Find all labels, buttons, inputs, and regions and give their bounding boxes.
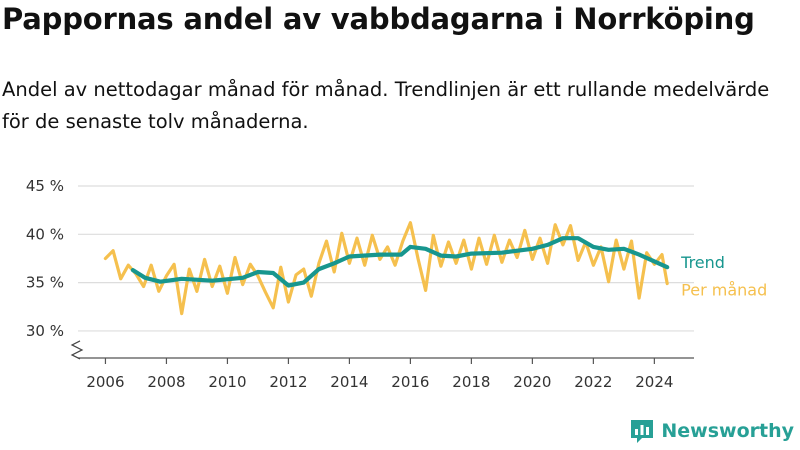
x-tick-label: 2010	[208, 373, 246, 391]
chart-title: Pappornas andel av vabbdagarna i Norrköp…	[2, 2, 755, 36]
brand-logo: Newsworthy	[629, 418, 794, 444]
x-tick-label: 2018	[452, 373, 490, 391]
x-tick-label: 2016	[391, 373, 429, 391]
chart-subtitle: Andel av nettodagar månad för månad. Tre…	[2, 78, 770, 133]
x-tick-label: 2014	[330, 373, 368, 391]
x-tick-label: 2012	[269, 373, 307, 391]
x-axis: 2006 2008 2010 2012 2014 2016 2018 2020 2022 2024	[70, 340, 694, 391]
x-tick-label: 2022	[574, 373, 612, 391]
y-tick-label: 35 %	[26, 274, 64, 292]
y-tick-label: 45 %	[26, 177, 64, 195]
series-label-1: Trend	[680, 253, 725, 272]
x-tick-label: 2008	[147, 373, 185, 391]
series-labels: Per månad Trend	[680, 253, 767, 299]
series-line-0	[103, 221, 669, 316]
x-tick-label: 2024	[635, 373, 673, 391]
axis-break-icon	[70, 340, 84, 360]
y-axis: 30 % 35 % 40 % 45 %	[26, 177, 64, 340]
series-line-1	[130, 236, 670, 288]
x-tick-label: 2020	[513, 373, 551, 391]
series-label-0: Per månad	[681, 281, 767, 300]
brand-name: Newsworthy	[661, 420, 794, 442]
grid	[78, 185, 694, 332]
y-tick-label: 30 %	[26, 322, 64, 340]
x-tick-label: 2006	[86, 373, 124, 391]
newsworthy-logo-icon	[631, 420, 654, 443]
y-tick-label: 40 %	[26, 225, 64, 243]
series-group	[103, 221, 670, 316]
